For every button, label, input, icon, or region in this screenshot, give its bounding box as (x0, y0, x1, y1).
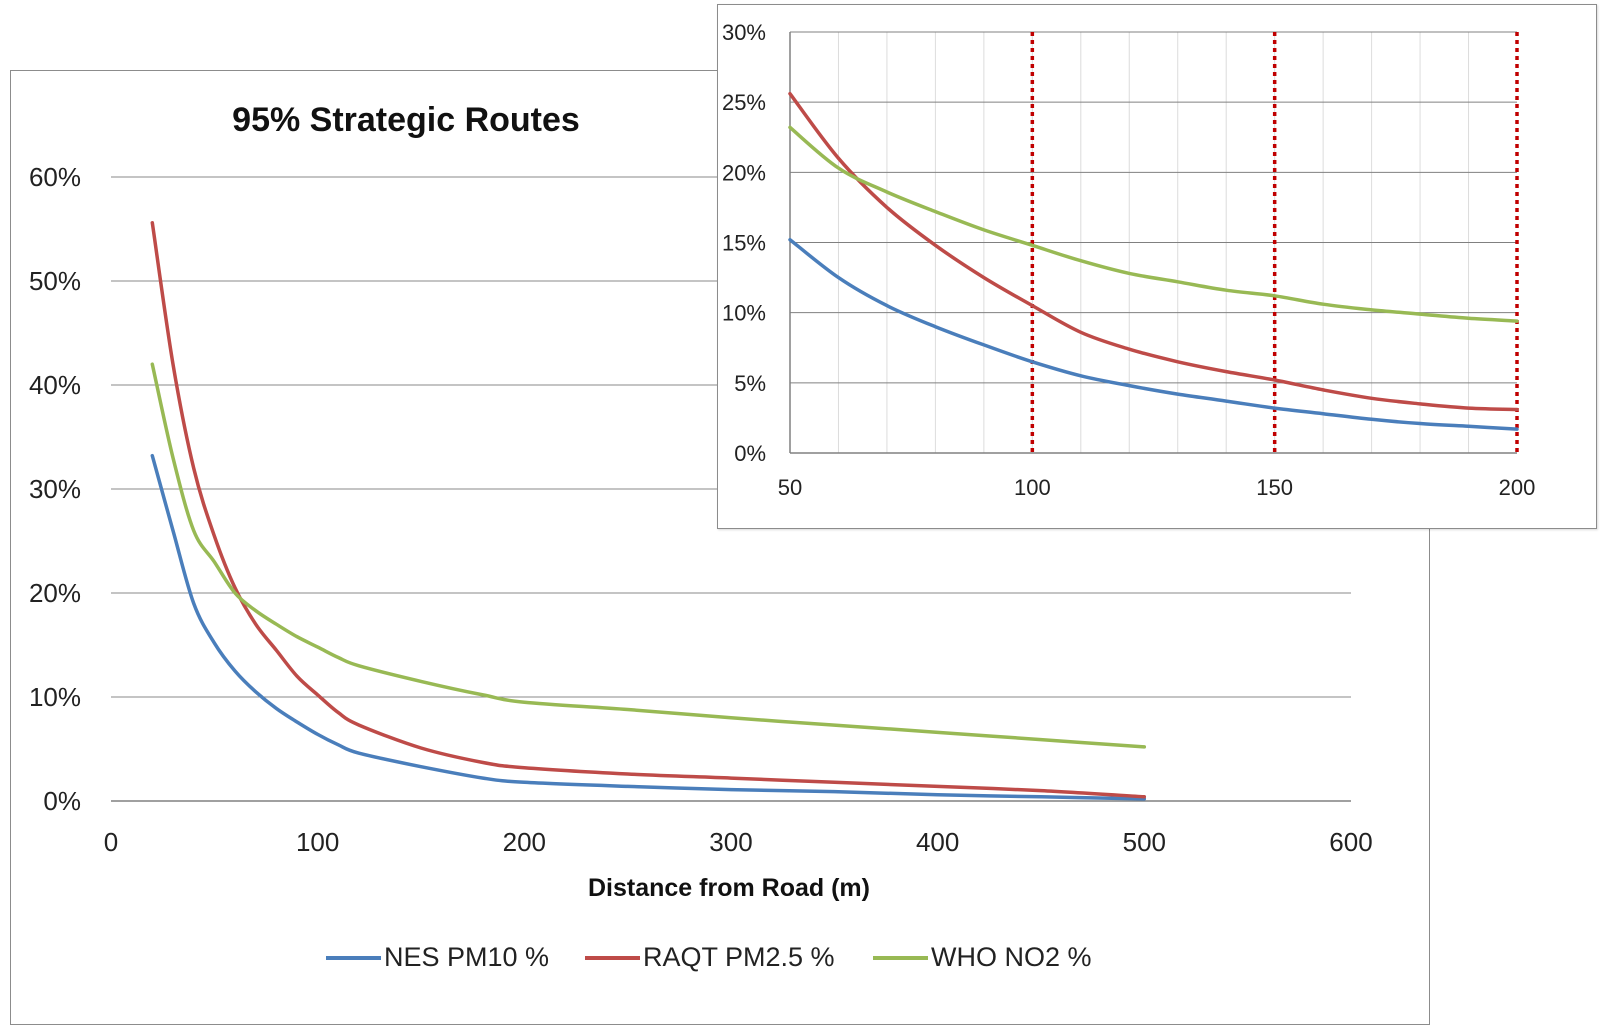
legend-label: RAQT PM2.5 % (643, 942, 835, 972)
y-tick-label: 60% (29, 162, 81, 192)
inset-x-tick-label: 100 (1014, 475, 1051, 500)
legend: NES PM10 % RAQT PM2.5 % WHO NO2 % (326, 942, 1092, 972)
inset-y-tick-label: 15% (722, 231, 766, 256)
inset-y-tick-label: 20% (722, 160, 766, 185)
inset-y-tick-label: 10% (722, 301, 766, 326)
inset-x-tick-label: 150 (1256, 475, 1293, 500)
y-tick-label: 40% (29, 370, 81, 400)
inset-y-tick-label: 25% (722, 90, 766, 115)
y-tick-label: 20% (29, 578, 81, 608)
x-tick-label: 200 (503, 827, 546, 857)
x-tick-label: 400 (916, 827, 959, 857)
series-line-nes-pm10- (150, 453, 1147, 801)
inset-x-tick-label: 50 (778, 475, 802, 500)
chart-title: 95% Strategic Routes (232, 101, 580, 139)
x-tick-label: 100 (296, 827, 339, 857)
x-tick-label: 500 (1123, 827, 1166, 857)
inset-chart-panel: 0% 5% 10% 15% 20% 25% 30% 50 100 150 200 (717, 4, 1597, 529)
y-tick-label: 0% (43, 786, 81, 816)
inset-series-line-nes-pm10- (788, 237, 1519, 431)
y-tick-label: 10% (29, 682, 81, 712)
x-tick-label: 300 (709, 827, 752, 857)
series-line-who-no2- (150, 362, 1147, 749)
inset-y-tick-label: 0% (734, 441, 766, 466)
inset-series-line-who-no2- (788, 125, 1519, 323)
y-tick-label: 30% (29, 474, 81, 504)
inset-chart-svg: 0% 5% 10% 15% 20% 25% 30% 50 100 150 200 (722, 20, 1536, 500)
series-line-raqt-pm2-5- (150, 221, 1147, 799)
y-tick-label: 50% (29, 266, 81, 296)
inset-y-tick-label: 5% (734, 371, 766, 396)
x-tick-label: 0 (104, 827, 118, 857)
inset-y-tick-label: 30% (722, 20, 766, 45)
x-axis-label: Distance from Road (m) (588, 874, 870, 902)
legend-label: WHO NO2 % (931, 942, 1092, 972)
x-tick-label: 600 (1329, 827, 1372, 857)
legend-label: NES PM10 % (384, 942, 549, 972)
inset-x-tick-label: 200 (1499, 475, 1536, 500)
inset-series-line-raqt-pm2-5- (788, 91, 1519, 412)
